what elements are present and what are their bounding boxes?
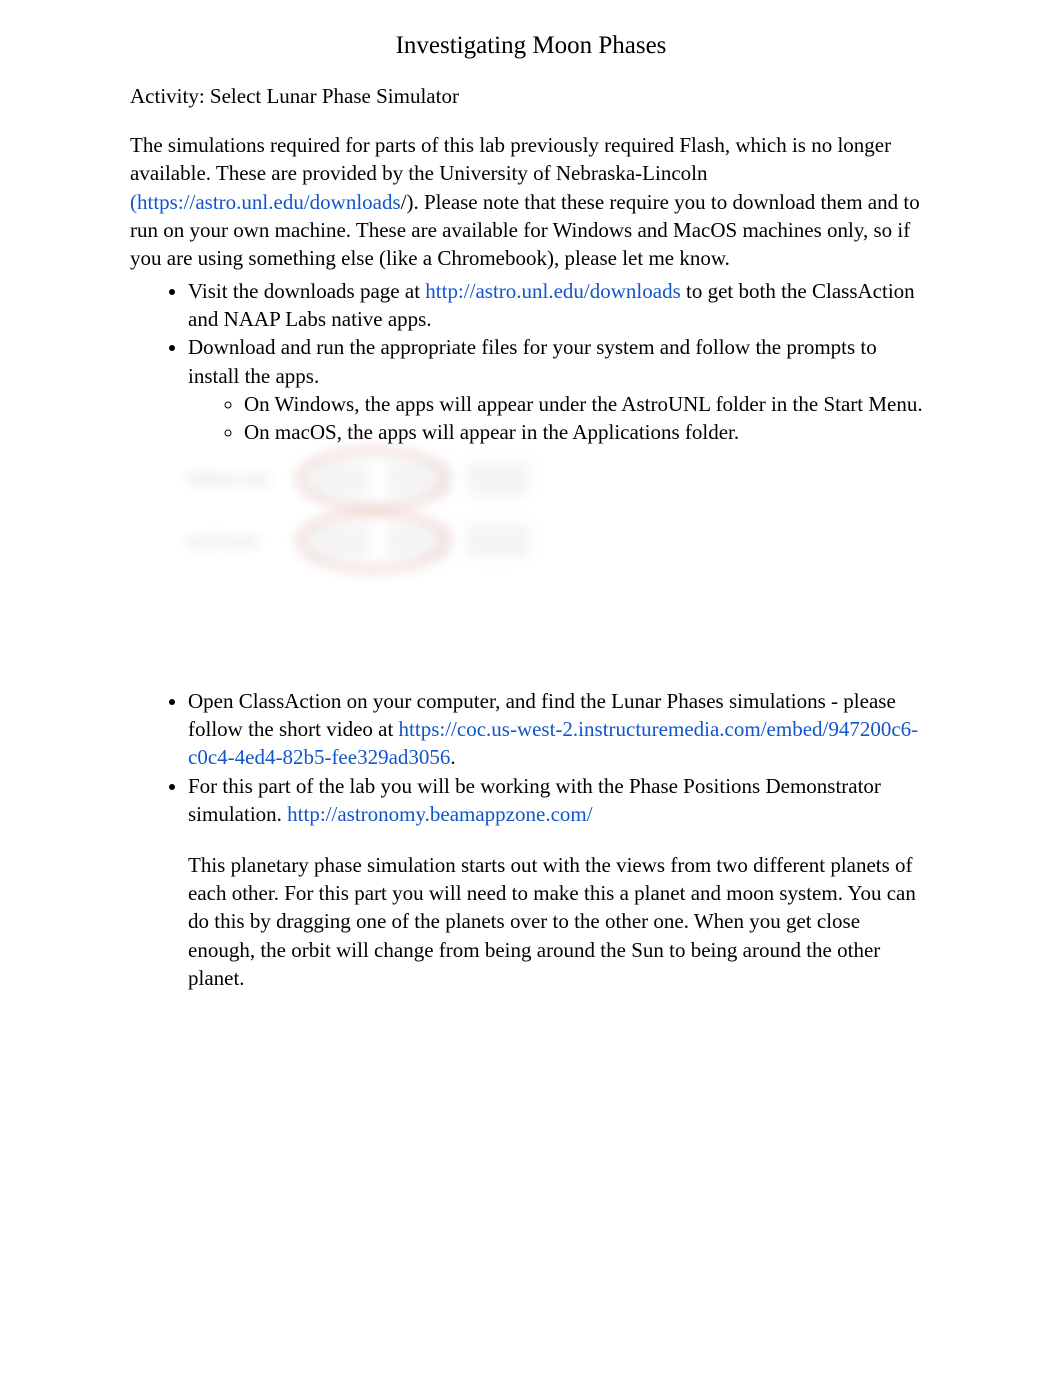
screenshot-label: Windows users:: [188, 471, 288, 487]
intro-link-1[interactable]: (https://astro.unl.edu/downloads: [130, 190, 401, 214]
list-item: Open ClassAction on your computer, and f…: [188, 687, 932, 772]
screenshot-box: [468, 525, 528, 557]
bullet-text: Download and run the appropriate files f…: [188, 335, 877, 387]
screenshot-label: macOS users:: [188, 533, 288, 549]
page-title: Investigating Moon Phases: [130, 32, 932, 60]
screenshot-box: [468, 463, 528, 495]
intro-text-1: The simulations required for parts of th…: [130, 133, 891, 185]
downloads-link[interactable]: http://astro.unl.edu/downloads: [425, 279, 680, 303]
circle-annotation: [298, 449, 448, 509]
instruction-list: Visit the downloads page at http://astro…: [188, 277, 932, 447]
astronomy-link[interactable]: http://astronomy.beamappzone.com/: [287, 802, 592, 826]
intro-paragraph: The simulations required for parts of th…: [130, 131, 932, 273]
list-item: Visit the downloads page at http://astro…: [188, 277, 932, 334]
sub-list: On Windows, the apps will appear under t…: [244, 390, 932, 447]
bullet-text: Visit the downloads page at: [188, 279, 425, 303]
list-item: Download and run the appropriate files f…: [188, 333, 932, 446]
circle-annotation: [298, 511, 448, 571]
sub-list-item: On macOS, the apps will appear in the Ap…: [244, 418, 932, 446]
instruction-list-2: Open ClassAction on your computer, and f…: [188, 687, 932, 992]
activity-heading: Activity: Select Lunar Phase Simulator: [130, 84, 932, 109]
downloads-screenshot: Windows users: macOS users:: [188, 457, 618, 667]
list-item: For this part of the lab you will be wor…: [188, 772, 932, 992]
sub-list-item: On Windows, the apps will appear under t…: [244, 390, 932, 418]
bullet-paragraph: This planetary phase simulation starts o…: [188, 851, 932, 993]
bullet-text: .: [450, 745, 455, 769]
